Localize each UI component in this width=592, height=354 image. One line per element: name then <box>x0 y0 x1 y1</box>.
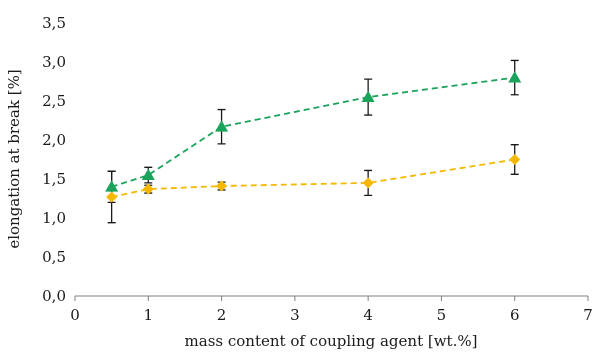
y-tick-label: 3,5 <box>42 14 66 32</box>
y-tick-label: 0,5 <box>42 248 66 266</box>
data-point-triangle <box>105 180 119 192</box>
series-lines <box>111 76 515 198</box>
y-tick-label: 1,0 <box>42 209 66 227</box>
x-tick-label: 4 <box>363 306 373 324</box>
data-point-diamond <box>106 191 118 203</box>
y-tick-label: 1,5 <box>42 170 66 188</box>
y-axis-title: elongation at break [%] <box>5 69 23 248</box>
x-tick-label: 5 <box>437 306 447 324</box>
y-tick-label: 3,0 <box>42 53 66 71</box>
x-ticks: 0 1 2 3 4 5 6 7 <box>70 296 592 324</box>
series-line-diamond <box>111 158 515 198</box>
y-tick-label: 0,0 <box>42 287 66 305</box>
y-ticks: 0,0 0,5 1,0 1,5 2,0 2,5 3,0 3,5 <box>42 14 66 305</box>
series-line-triangle <box>111 76 515 188</box>
data-point-triangle <box>508 71 522 83</box>
data-point-diamond <box>362 177 374 189</box>
x-tick-label: 0 <box>70 306 80 324</box>
y-tick-label: 2,5 <box>42 92 66 110</box>
x-tick-label: 7 <box>583 306 592 324</box>
x-tick-label: 6 <box>510 306 520 324</box>
series-markers <box>105 71 522 203</box>
data-point-diamond <box>142 183 154 195</box>
data-point-diamond <box>216 180 228 192</box>
x-tick-label: 2 <box>217 306 227 324</box>
data-point-diamond <box>509 154 521 165</box>
x-tick-label: 1 <box>144 306 154 324</box>
x-tick-label: 3 <box>290 306 300 324</box>
x-axis-title: mass content of coupling agent [wt.%] <box>185 332 478 350</box>
data-point-triangle <box>215 120 229 132</box>
data-point-triangle <box>141 168 155 180</box>
data-point-triangle <box>361 90 375 102</box>
y-tick-label: 2,0 <box>42 131 66 149</box>
